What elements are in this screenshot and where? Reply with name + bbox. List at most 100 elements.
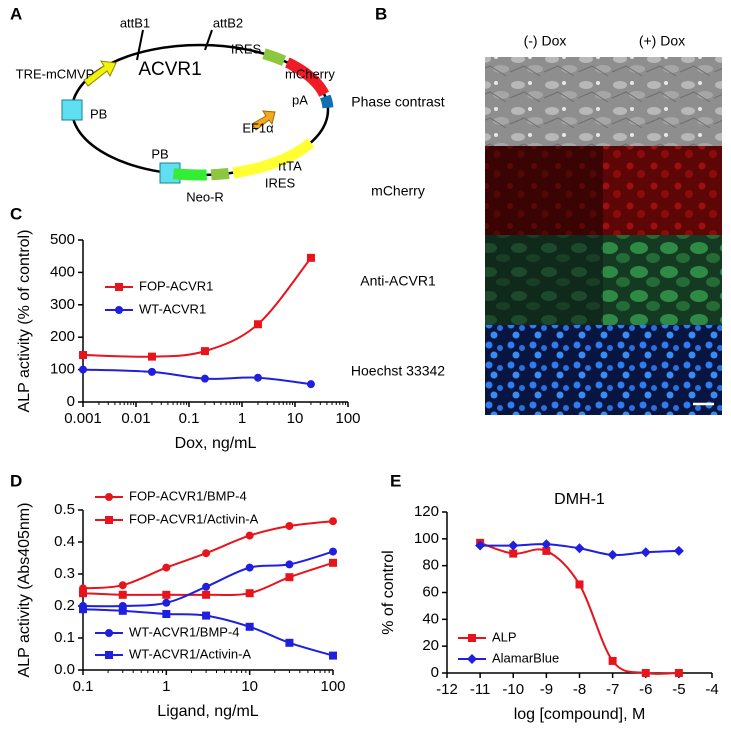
data-point (147, 352, 156, 361)
data-point (162, 610, 171, 618)
data-point (200, 347, 209, 356)
x-tick-label: 1 (162, 678, 170, 695)
data-point (253, 373, 262, 382)
legend-label: FOP-ACVR1/Activin-A (129, 511, 259, 526)
x-tick-label: -12 (436, 681, 458, 698)
y-tick-label: 0 (431, 664, 439, 681)
plasmid-label: pA (292, 92, 308, 107)
x-axis-label: log [compound], M (514, 706, 646, 723)
plasmid-diagram (61, 29, 334, 184)
y-tick-label: 0.3 (54, 565, 75, 582)
y-axis-label: ALP activity (Abs405nm) (16, 503, 33, 678)
y-tick-label: 0.0 (54, 661, 75, 678)
phase-image (485, 57, 603, 146)
data-point (285, 638, 294, 647)
data-point (607, 549, 618, 560)
data-point (329, 547, 337, 556)
x-tick-label: -8 (573, 681, 586, 698)
data-point (245, 531, 254, 540)
plasmid-label: attB2 (213, 15, 243, 30)
legend-marker (105, 629, 113, 637)
data-point (253, 320, 262, 329)
panel-label: C (10, 204, 22, 223)
fit-curve (82, 368, 312, 386)
mcherry-segment (285, 57, 330, 97)
y-tick-label: 40 (422, 610, 439, 627)
acvr1-image (485, 235, 603, 325)
y-tick-label: 0.2 (54, 597, 75, 614)
legend-label: WT-ACVR1/Activin-A (129, 646, 251, 661)
y-tick-label: 0 (67, 393, 75, 410)
hoechst-image (485, 325, 603, 415)
plasmid-label: IRES (265, 175, 296, 190)
y-tick-label: 500 (50, 231, 75, 248)
data-point (541, 539, 552, 550)
x-tick-label: -11 (470, 681, 491, 698)
data-point (118, 590, 127, 599)
x-tick-label: 100 (335, 410, 360, 427)
attb2-site (204, 29, 213, 51)
data-point (202, 549, 211, 558)
legend-marker (115, 283, 123, 291)
mcherry-image (485, 146, 603, 235)
pa-segment (320, 94, 334, 109)
data-point (285, 522, 294, 530)
x-tick-label: 1 (238, 410, 246, 427)
data-point (575, 580, 584, 589)
x-tick-label: 10 (241, 678, 258, 695)
legend-label: FOP-ACVR1/BMP-4 (129, 488, 247, 503)
row-label: Phase contrast (351, 94, 444, 110)
panel-label: D (10, 471, 22, 490)
data-point (608, 656, 617, 665)
x-tick-label: 0.1 (179, 410, 200, 427)
x-tick-label: -5 (672, 681, 685, 698)
mcherry-image (603, 146, 722, 235)
y-tick-label: 0.4 (54, 533, 75, 550)
x-tick-label: -6 (639, 681, 652, 698)
data-point (475, 540, 486, 551)
x-tick-label: -10 (502, 681, 524, 698)
ef1a-arrow (251, 110, 276, 131)
data-point (245, 563, 254, 572)
data-point (640, 547, 651, 558)
column-label: (-) Dox (524, 33, 567, 49)
panel-label: E (390, 471, 401, 490)
legend-label: WT-ACVR1 (139, 301, 206, 316)
data-point (674, 669, 683, 677)
rttA-segment (232, 138, 315, 179)
tre-promoter-arrow (83, 60, 117, 87)
legend-marker (105, 651, 113, 659)
legend-label: WT-ACVR1/BMP-4 (129, 624, 240, 639)
data-point (79, 605, 87, 614)
y-tick-label: 200 (50, 328, 75, 345)
y-tick-label: 20 (422, 637, 439, 654)
x-axis-label: Ligand, ng/mL (157, 703, 259, 720)
data-point (79, 365, 87, 374)
y-tick-label: 100 (50, 361, 75, 378)
legend-label: ALP (492, 629, 517, 644)
data-point (508, 540, 519, 551)
y-axis-label: ALP activity (% of control) (16, 230, 33, 413)
data-point (245, 589, 254, 598)
plasmid-label: IRES (231, 41, 262, 56)
ires-segment (210, 167, 230, 181)
data-point (245, 622, 254, 631)
legend-marker (468, 634, 476, 642)
y-tick-label: 120 (414, 503, 439, 520)
ires-segment (262, 48, 287, 66)
row-label: Hoechst 33342 (351, 363, 445, 379)
y-tick-label: 100 (414, 530, 439, 547)
plasmid-label: TRE-mCMVP (16, 66, 95, 81)
x-tick-label: 100 (320, 678, 345, 695)
data-point (118, 606, 127, 615)
data-point (202, 611, 211, 620)
x-tick-label: 10 (287, 410, 304, 427)
y-axis-label: % of control (380, 550, 397, 634)
data-point (574, 543, 585, 554)
legend-label: FOP-ACVR1 (139, 278, 213, 293)
data-point (509, 549, 518, 558)
data-point (329, 558, 337, 567)
data-point (285, 560, 294, 569)
x-tick-label: 0.1 (73, 678, 94, 695)
